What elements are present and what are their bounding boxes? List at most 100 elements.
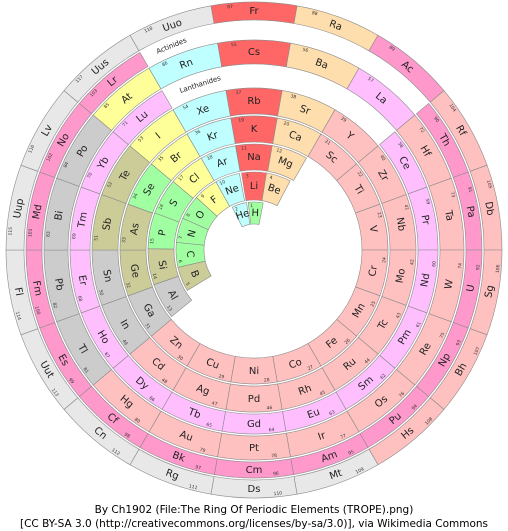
element: Sm 62 xyxy=(335,354,396,410)
atomic-number: 63 xyxy=(328,409,336,417)
atomic-number: 42 xyxy=(409,259,415,265)
element-symbol: Li xyxy=(250,181,258,192)
atomic-number: 22 xyxy=(356,170,364,178)
element-cell xyxy=(231,202,251,228)
element-symbol: Lv xyxy=(40,123,55,139)
atomic-number: 61 xyxy=(415,321,423,329)
atomic-number: 50 xyxy=(97,289,104,296)
element-symbol: Hf xyxy=(418,144,433,159)
atomic-number: 49 xyxy=(121,338,129,346)
element-symbol: Gd xyxy=(247,419,261,430)
atomic-number: 16 xyxy=(158,203,166,211)
element: Pb 82 xyxy=(43,249,80,323)
element-cell xyxy=(129,5,215,52)
atomic-number: 21 xyxy=(323,139,331,147)
atomic-number: 64 xyxy=(269,427,275,434)
atomic-number: 6 xyxy=(177,260,183,264)
element: Re 75 xyxy=(396,313,452,386)
element: Fr 87 xyxy=(210,1,298,24)
element-symbol: Po xyxy=(75,143,90,159)
element-symbol: Ar xyxy=(215,156,230,170)
element: Mn 25 xyxy=(336,286,381,337)
element-symbol: Ds xyxy=(248,484,261,495)
element: Kr 36 xyxy=(186,117,236,157)
element-symbol: Pt xyxy=(249,443,259,454)
atomic-number: 118 xyxy=(143,25,153,34)
atomic-number: 102 xyxy=(45,152,54,162)
atomic-number: 103 xyxy=(89,88,99,98)
atomic-number: 115 xyxy=(7,227,14,236)
element-symbol: Sr xyxy=(298,103,312,117)
atomic-number: 83 xyxy=(45,231,51,237)
atomic-number: 46 xyxy=(266,405,272,412)
atomic-number: 113 xyxy=(50,387,60,398)
element-symbol: Cm xyxy=(246,465,263,476)
atomic-number: 71 xyxy=(121,120,129,128)
element: Be4 xyxy=(261,172,291,207)
atomic-number: 116 xyxy=(27,144,36,154)
atomic-number: 75 xyxy=(439,332,447,340)
element-symbol: Ag xyxy=(195,383,211,398)
atomic-number: 72 xyxy=(417,126,425,134)
atomic-number: 67 xyxy=(103,351,111,359)
element-cell xyxy=(247,201,264,225)
element: Ba 56 xyxy=(285,42,360,90)
atomic-number: 30 xyxy=(176,354,184,362)
element-symbol: Sb xyxy=(101,217,114,231)
atomic-number: 23 xyxy=(376,211,383,218)
element-symbol: Si xyxy=(156,260,168,271)
atomic-number: 76 xyxy=(398,391,406,399)
element: C6 xyxy=(175,242,206,268)
atomic-number: 110 xyxy=(273,490,282,497)
element-symbol: Eu xyxy=(306,407,322,422)
atomic-number: 24 xyxy=(381,257,387,263)
atomic-number: 77 xyxy=(340,433,348,441)
atomic-number: 94 xyxy=(411,403,419,411)
atomic-number: 58 xyxy=(396,141,404,149)
atomic-number: 15 xyxy=(149,238,155,244)
atomic-number: 91 xyxy=(466,186,473,193)
atomic-number: 66 xyxy=(148,395,156,403)
element: Xe 54 xyxy=(172,90,231,133)
atomic-number: 74 xyxy=(457,263,463,269)
element: Rh 45 xyxy=(277,367,336,410)
atomic-number: 36 xyxy=(194,129,202,137)
element: Ti 22 xyxy=(336,163,381,214)
atomic-number: 41 xyxy=(403,204,410,211)
element: Sn 50 xyxy=(91,249,127,306)
element-symbol: Nd xyxy=(419,273,432,289)
element-symbol: Pd xyxy=(248,394,260,405)
element: Cm 96 xyxy=(214,458,294,479)
element-symbol: Na xyxy=(247,152,261,163)
atomic-number: 79 xyxy=(199,447,206,454)
atomic-number: 55 xyxy=(231,42,237,49)
atomic-number: 62 xyxy=(379,372,387,380)
atomic-number: 56 xyxy=(302,47,309,54)
atomic-number: 69 xyxy=(71,233,77,239)
atomic-number: 108 xyxy=(424,416,434,426)
element: Pd 46 xyxy=(225,383,283,413)
atomic-number: 114 xyxy=(14,311,22,321)
atomic-number: 28 xyxy=(264,377,270,384)
element: Al 13 xyxy=(153,275,193,317)
atomic-number: 92 xyxy=(475,264,481,270)
atomic-number: 88 xyxy=(311,10,318,17)
element-symbol: Ra xyxy=(328,19,344,34)
atomic-number: 54 xyxy=(182,104,190,112)
element-symbol: Au xyxy=(178,429,194,444)
element: Am 95 xyxy=(290,433,369,475)
element-symbol: I xyxy=(154,131,163,141)
